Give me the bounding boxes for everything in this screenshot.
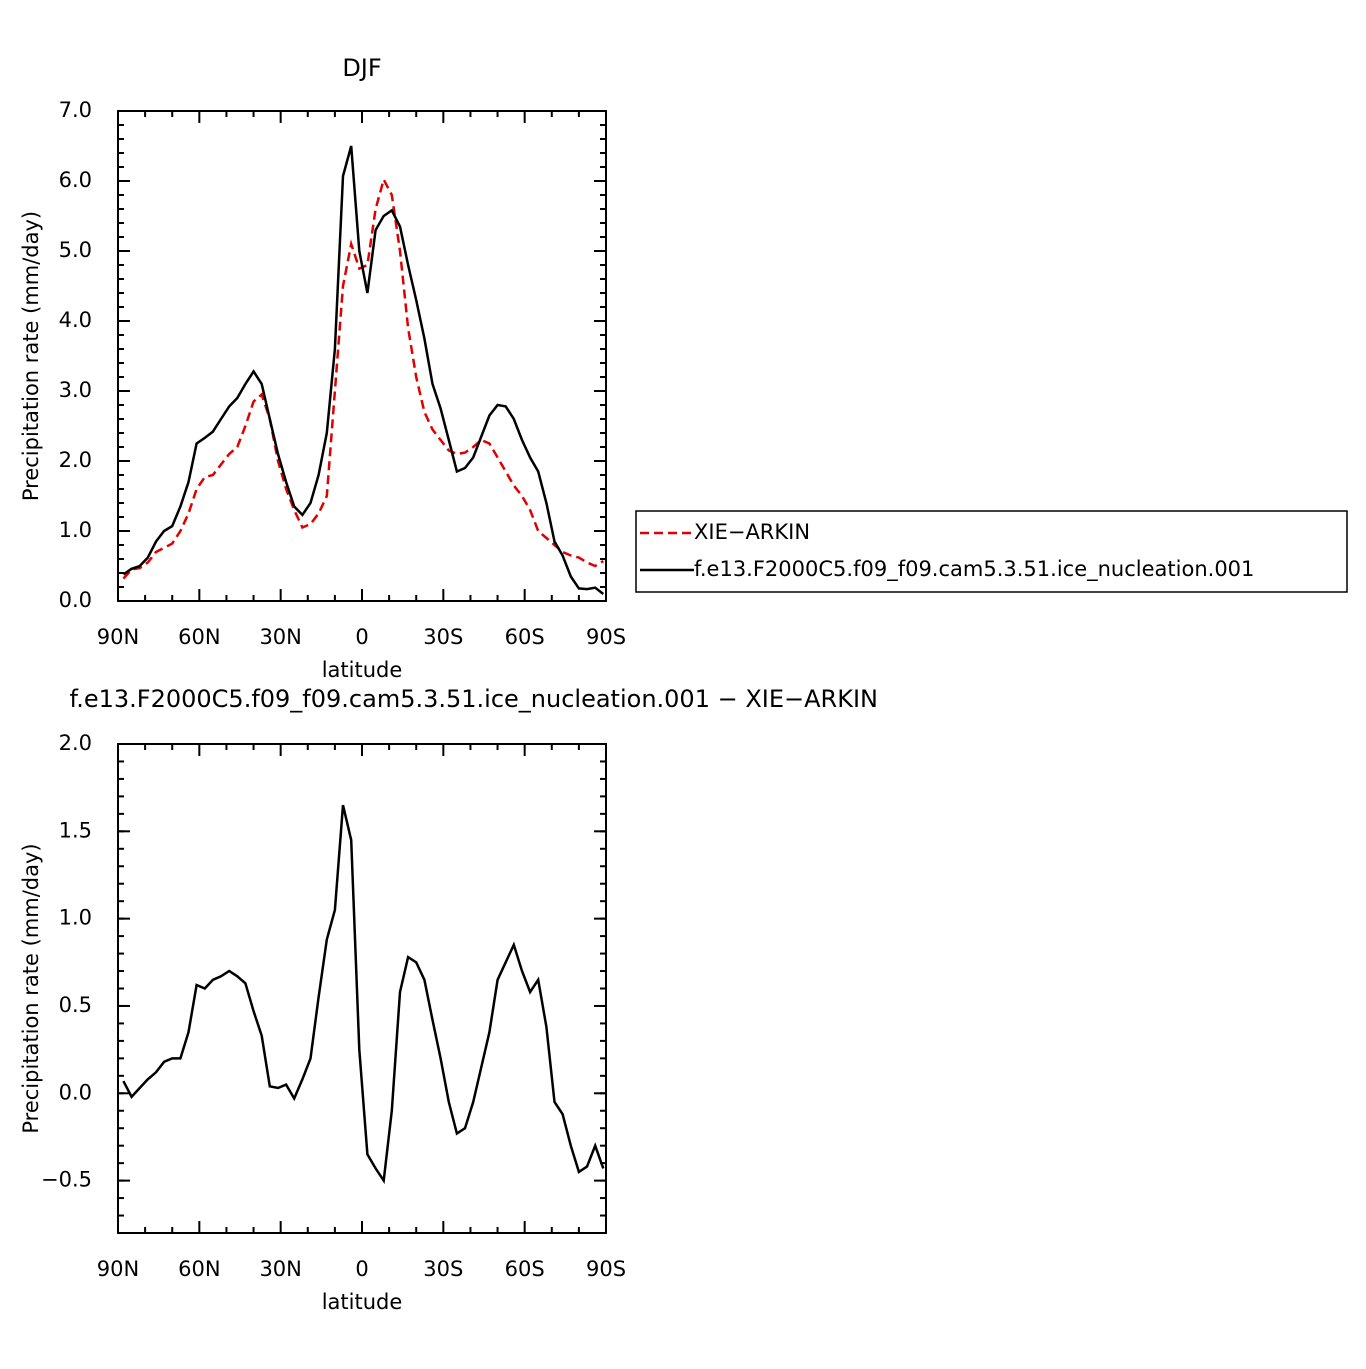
y-tick-label: 2.0: [59, 448, 92, 472]
legend-label: f.e13.F2000C5.f09_f09.cam5.3.51.ice_nucl…: [694, 557, 1254, 582]
y-tick-label: 0.5: [59, 993, 92, 1017]
y-tick-label: 0.0: [59, 1080, 92, 1104]
x-axis-label: latitude: [322, 1290, 403, 1314]
y-tick-label: 6.0: [59, 168, 92, 192]
y-tick-label: 5.0: [59, 238, 92, 262]
y-tick-label: 0.0: [59, 588, 92, 612]
plot-frame: [117, 743, 607, 1234]
x-tick-label: 60S: [505, 625, 545, 649]
x-tick-label: 90S: [586, 625, 626, 649]
y-tick-label: 4.0: [59, 308, 92, 332]
chart-title: f.e13.F2000C5.f09_f09.cam5.3.51.ice_nucl…: [70, 685, 878, 713]
x-tick-label: 60N: [178, 1257, 220, 1281]
series-line: [122, 804, 605, 1185]
x-tick-label: 90N: [97, 1257, 139, 1281]
x-tick-label: 30S: [423, 625, 463, 649]
x-tick-label: 30N: [259, 625, 301, 649]
y-axis-label: Precipitation rate (mm/day): [19, 843, 43, 1133]
series-line: [122, 145, 605, 595]
y-tick-label: 1.0: [59, 906, 92, 930]
x-tick-label: 30S: [423, 1257, 463, 1281]
x-tick-label: 60S: [505, 1257, 545, 1281]
y-tick-label: 3.0: [59, 378, 92, 402]
x-tick-label: 30N: [259, 1257, 301, 1281]
y-tick-label: 1.0: [59, 518, 92, 542]
x-tick-label: 0: [355, 1257, 368, 1281]
x-axis-label: latitude: [322, 658, 403, 682]
x-tick-label: 90N: [97, 625, 139, 649]
x-tick-label: 60N: [178, 625, 220, 649]
y-tick-label: −0.5: [41, 1168, 92, 1192]
x-tick-label: 90S: [586, 1257, 626, 1281]
y-axis-label: Precipitation rate (mm/day): [19, 211, 43, 501]
plot-frame: [117, 110, 607, 602]
chart-title: DJF: [342, 54, 381, 82]
legend-label: XIE−ARKIN: [694, 520, 810, 544]
legend-box: [635, 510, 1348, 593]
y-tick-label: 2.0: [59, 731, 92, 755]
y-tick-label: 1.5: [59, 818, 92, 842]
y-tick-label: 7.0: [59, 98, 92, 122]
series-line: [122, 176, 604, 580]
x-tick-label: 0: [355, 625, 368, 649]
